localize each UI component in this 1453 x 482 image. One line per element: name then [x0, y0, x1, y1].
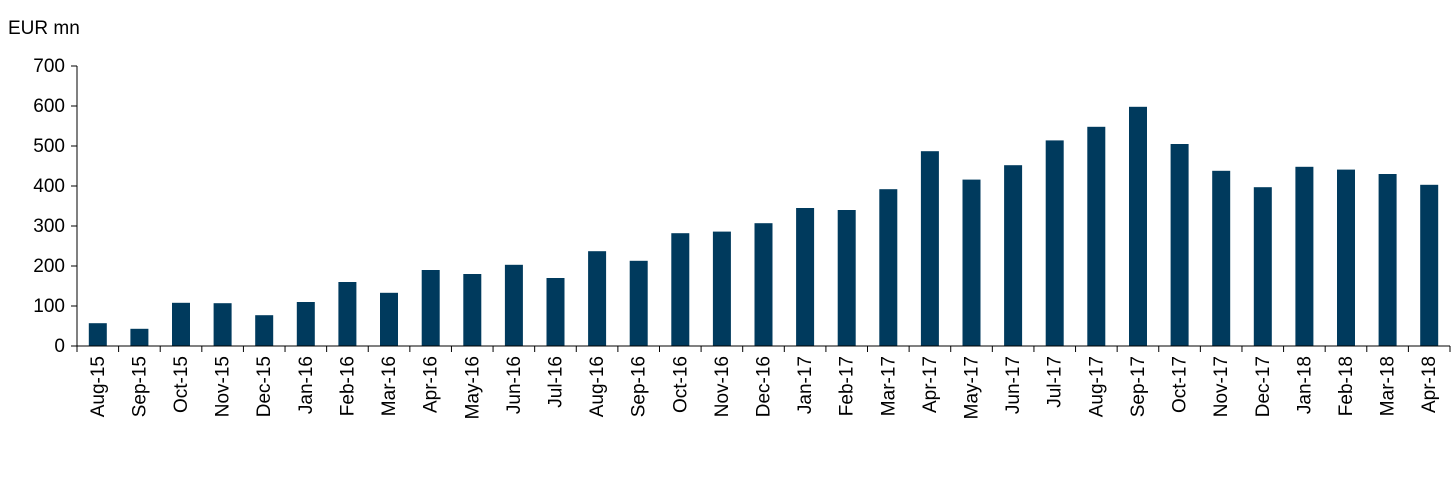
- x-tick-label: Aug-15: [88, 356, 109, 417]
- bar-dec-15: [255, 315, 274, 346]
- bar-oct-17: [1170, 144, 1189, 346]
- bar-apr-17: [920, 151, 939, 346]
- bar-feb-16: [338, 282, 357, 346]
- bar-nov-17: [1212, 170, 1231, 346]
- bar-sep-16: [629, 260, 648, 346]
- bar-aug-17: [1087, 126, 1106, 346]
- bar-dec-17: [1253, 187, 1272, 346]
- bar-jan-18: [1295, 166, 1314, 346]
- x-tick-label: Dec-16: [754, 356, 775, 417]
- axes-group: [71, 65, 1451, 352]
- x-tick-label: May-17: [962, 356, 983, 419]
- x-tick-label: Apr-16: [421, 356, 442, 413]
- x-tick-label: Jul-16: [545, 356, 566, 408]
- bars-group: [88, 106, 1439, 346]
- x-tick-label: Jun-17: [1003, 356, 1024, 414]
- bar-sep-15: [130, 328, 149, 346]
- x-tick-label: Dec-15: [254, 356, 275, 417]
- x-tick-label: Jul-17: [1045, 356, 1066, 408]
- x-tick-label: Feb-17: [837, 356, 858, 416]
- x-tick-label: Jun-16: [504, 356, 525, 414]
- y-tick-labels: 0 100 200 300 400 500 600 700: [33, 56, 65, 357]
- x-tick-label: Aug-17: [1086, 356, 1107, 417]
- y-axis-unit-label: EUR mn: [8, 18, 80, 39]
- x-tick-label: May-16: [462, 356, 483, 419]
- bar-mar-16: [380, 292, 398, 346]
- x-tick-label: Apr-18: [1419, 356, 1440, 413]
- bar-sep-17: [1129, 106, 1147, 346]
- x-tick-label: Sep-17: [1128, 356, 1149, 417]
- x-tick-label: Mar-17: [878, 356, 899, 416]
- y-tick-label: 500: [33, 136, 65, 157]
- x-tick-label: Mar-18: [1378, 356, 1399, 416]
- bar-jun-16: [504, 264, 523, 346]
- bar-aug-15: [88, 323, 107, 346]
- y-tick-label: 700: [33, 56, 65, 77]
- bar-apr-16: [421, 270, 440, 346]
- y-tick-label: 300: [33, 216, 65, 237]
- bar-mar-17: [879, 189, 898, 346]
- y-tick-label: 400: [33, 176, 65, 197]
- y-tick-label: 200: [33, 256, 65, 277]
- bar-oct-16: [671, 233, 690, 346]
- x-tick-label: Oct-17: [1170, 356, 1191, 413]
- x-tick-label: Nov-16: [712, 356, 733, 417]
- y-tick-label: 0: [54, 336, 65, 357]
- bar-may-17: [962, 179, 981, 346]
- x-tick-label: Jan-17: [795, 356, 816, 414]
- x-tick-label: Sep-16: [629, 356, 650, 417]
- bar-jul-17: [1045, 140, 1064, 346]
- bar-feb-18: [1337, 169, 1355, 346]
- bar-nov-15: [213, 303, 232, 346]
- bar-jul-16: [546, 278, 565, 346]
- bar-mar-18: [1378, 174, 1397, 346]
- x-tick-label: Oct-15: [171, 356, 192, 413]
- bar-nov-16: [712, 231, 731, 346]
- bar-aug-16: [588, 251, 607, 346]
- x-tick-label: Nov-17: [1211, 356, 1232, 417]
- x-tick-label: Jan-16: [296, 356, 317, 414]
- x-tick-label: Jan-18: [1294, 356, 1315, 414]
- x-tick-label: Feb-16: [337, 356, 358, 416]
- bar-feb-17: [837, 210, 856, 346]
- x-tick-label: Feb-18: [1336, 356, 1357, 416]
- bar-jun-17: [1004, 165, 1023, 346]
- x-tick-label: Apr-17: [920, 356, 941, 413]
- x-tick-label: Oct-16: [670, 356, 691, 413]
- y-tick-label: 600: [33, 96, 65, 117]
- x-tick-label: Aug-16: [587, 356, 608, 417]
- y-tick-label: 100: [33, 296, 65, 317]
- x-tick-label: Mar-16: [379, 356, 400, 416]
- bar-jan-17: [796, 208, 815, 346]
- bar-jan-16: [296, 302, 315, 346]
- bar-oct-15: [172, 302, 190, 346]
- x-tick-label: Dec-17: [1253, 356, 1274, 417]
- x-tick-label: Nov-15: [213, 356, 234, 417]
- bar-may-16: [463, 274, 482, 346]
- bar-dec-16: [754, 223, 773, 346]
- bar-apr-18: [1420, 184, 1439, 346]
- x-tick-labels: Aug-15 Sep-15 Oct-15 Nov-15 Dec-15 Jan-16 Feb-…: [88, 356, 1440, 419]
- x-tick-label: Sep-15: [129, 356, 150, 417]
